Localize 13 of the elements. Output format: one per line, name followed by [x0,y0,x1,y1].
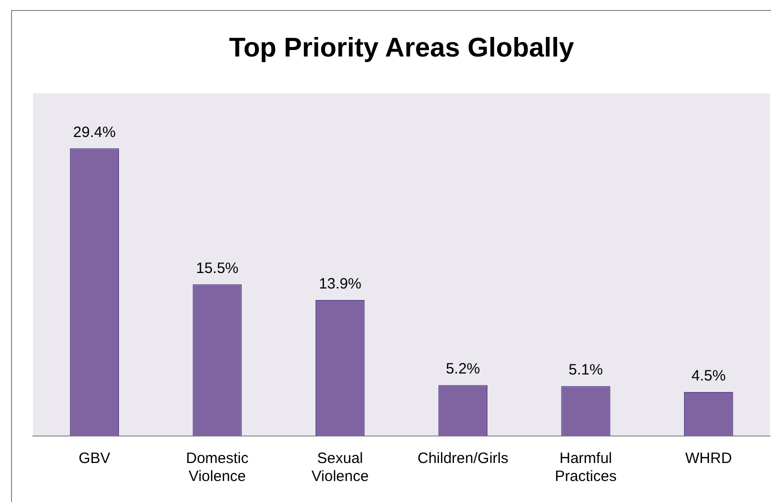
x-tick-label: Children/Girls [417,450,508,468]
x-tick-label: Harmful Practices [554,450,617,486]
chart-title: Top Priority Areas Globally [228,32,574,63]
x-tick-label: WHRD [685,450,732,468]
data-label: 13.9% [318,276,362,293]
data-label: 29.4% [73,124,116,141]
x-tick-label: GBV [78,450,110,468]
data-label: 5.2% [446,360,480,378]
data-label: 5.1% [568,362,603,379]
x-tick-label: Sexual Violence [311,450,369,486]
data-label: 15.5% [196,260,239,277]
data-label: 4.5% [691,368,726,385]
x-tick-label: Domestic Violence [186,450,250,486]
